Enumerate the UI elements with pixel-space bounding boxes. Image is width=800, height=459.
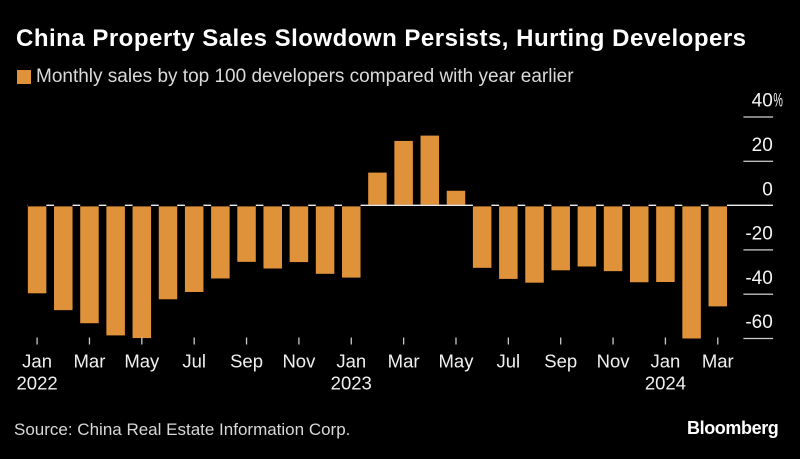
svg-text:Mar: Mar — [388, 351, 420, 372]
svg-text:Jul: Jul — [497, 351, 521, 372]
svg-text:Jul: Jul — [182, 351, 206, 372]
svg-text:May: May — [439, 351, 475, 372]
svg-text:2022: 2022 — [17, 373, 58, 394]
svg-text:2024: 2024 — [645, 373, 686, 394]
svg-text:-40: -40 — [745, 268, 772, 289]
svg-text:Nov: Nov — [282, 351, 316, 372]
svg-text:Mar: Mar — [702, 351, 734, 372]
svg-text:40: 40 — [752, 91, 773, 112]
svg-text:Mar: Mar — [74, 351, 106, 372]
svg-text:Sep: Sep — [230, 351, 263, 372]
svg-text:-20: -20 — [745, 224, 772, 245]
svg-text:%: % — [773, 91, 783, 112]
svg-text:Jan: Jan — [336, 351, 366, 372]
svg-text:May: May — [124, 351, 160, 372]
svg-text:0: 0 — [762, 179, 773, 200]
svg-text:Jan: Jan — [22, 351, 52, 372]
svg-text:Nov: Nov — [597, 351, 631, 372]
svg-text:Sep: Sep — [544, 351, 577, 372]
svg-text:2023: 2023 — [331, 373, 372, 394]
svg-text:Jan: Jan — [651, 351, 681, 372]
svg-text:-60: -60 — [745, 312, 772, 333]
svg-text:20: 20 — [752, 135, 773, 156]
